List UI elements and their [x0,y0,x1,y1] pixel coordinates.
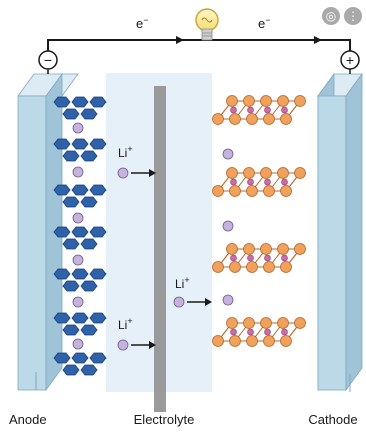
lithium-ion [222,220,234,232]
graphite-layer [53,138,107,162]
positive-terminal: + [340,50,360,74]
light-bulb-icon [195,8,219,41]
wire-arrow-left [176,36,184,44]
lithium-ion [72,254,84,266]
lithium-ion [72,122,84,134]
lithium-ion [72,212,84,224]
svg-text:Li+: Li+ [118,316,133,332]
graphite-layer [53,268,107,292]
svg-text:Li+: Li+ [118,144,133,160]
svg-text:+: + [346,52,354,68]
svg-text:−: − [44,52,52,68]
more-options-icon[interactable]: ⋮ [344,7,362,25]
cathode-lattice-layers [212,95,306,347]
graphite-layer [53,352,107,376]
lithium-ion [222,294,234,306]
lithium-ion [72,166,84,178]
cathode-lattice [212,317,306,347]
separator [154,86,166,412]
migrating-ion-1: Li+ [117,144,156,179]
electron-label-right: e− [258,15,271,31]
electron-label-left: e− [136,15,149,31]
cathode-lattice [212,167,306,197]
migrating-ion-2: Li+ [173,275,212,308]
free-lithium-ions [222,148,234,306]
circuit-wire [47,39,351,54]
cathode-lattice [212,243,306,273]
svg-text:Li+: Li+ [175,275,190,291]
graphite-layer [53,184,107,208]
lithium-ion [72,296,84,308]
anode-graphite-layers [53,96,107,376]
lens-search-icon[interactable]: ◎ [322,7,340,25]
negative-terminal: − [38,50,58,74]
anode-label: Anode [9,412,47,427]
graphite-layer [53,96,107,120]
wire-arrow-right [314,36,322,44]
graphite-layer [53,226,107,250]
graphite-layer [53,312,107,336]
cathode-lattice [212,95,306,125]
cathode-label: Cathode [308,412,357,427]
electrolyte-label: Electrolyte [134,412,195,427]
lithium-ion [72,338,84,350]
cathode-electrode [317,72,363,392]
migrating-ion-3: Li+ [117,316,156,351]
lithium-ion [222,148,234,160]
